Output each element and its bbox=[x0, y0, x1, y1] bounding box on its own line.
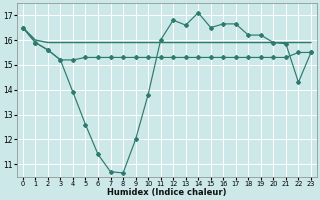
X-axis label: Humidex (Indice chaleur): Humidex (Indice chaleur) bbox=[107, 188, 227, 197]
